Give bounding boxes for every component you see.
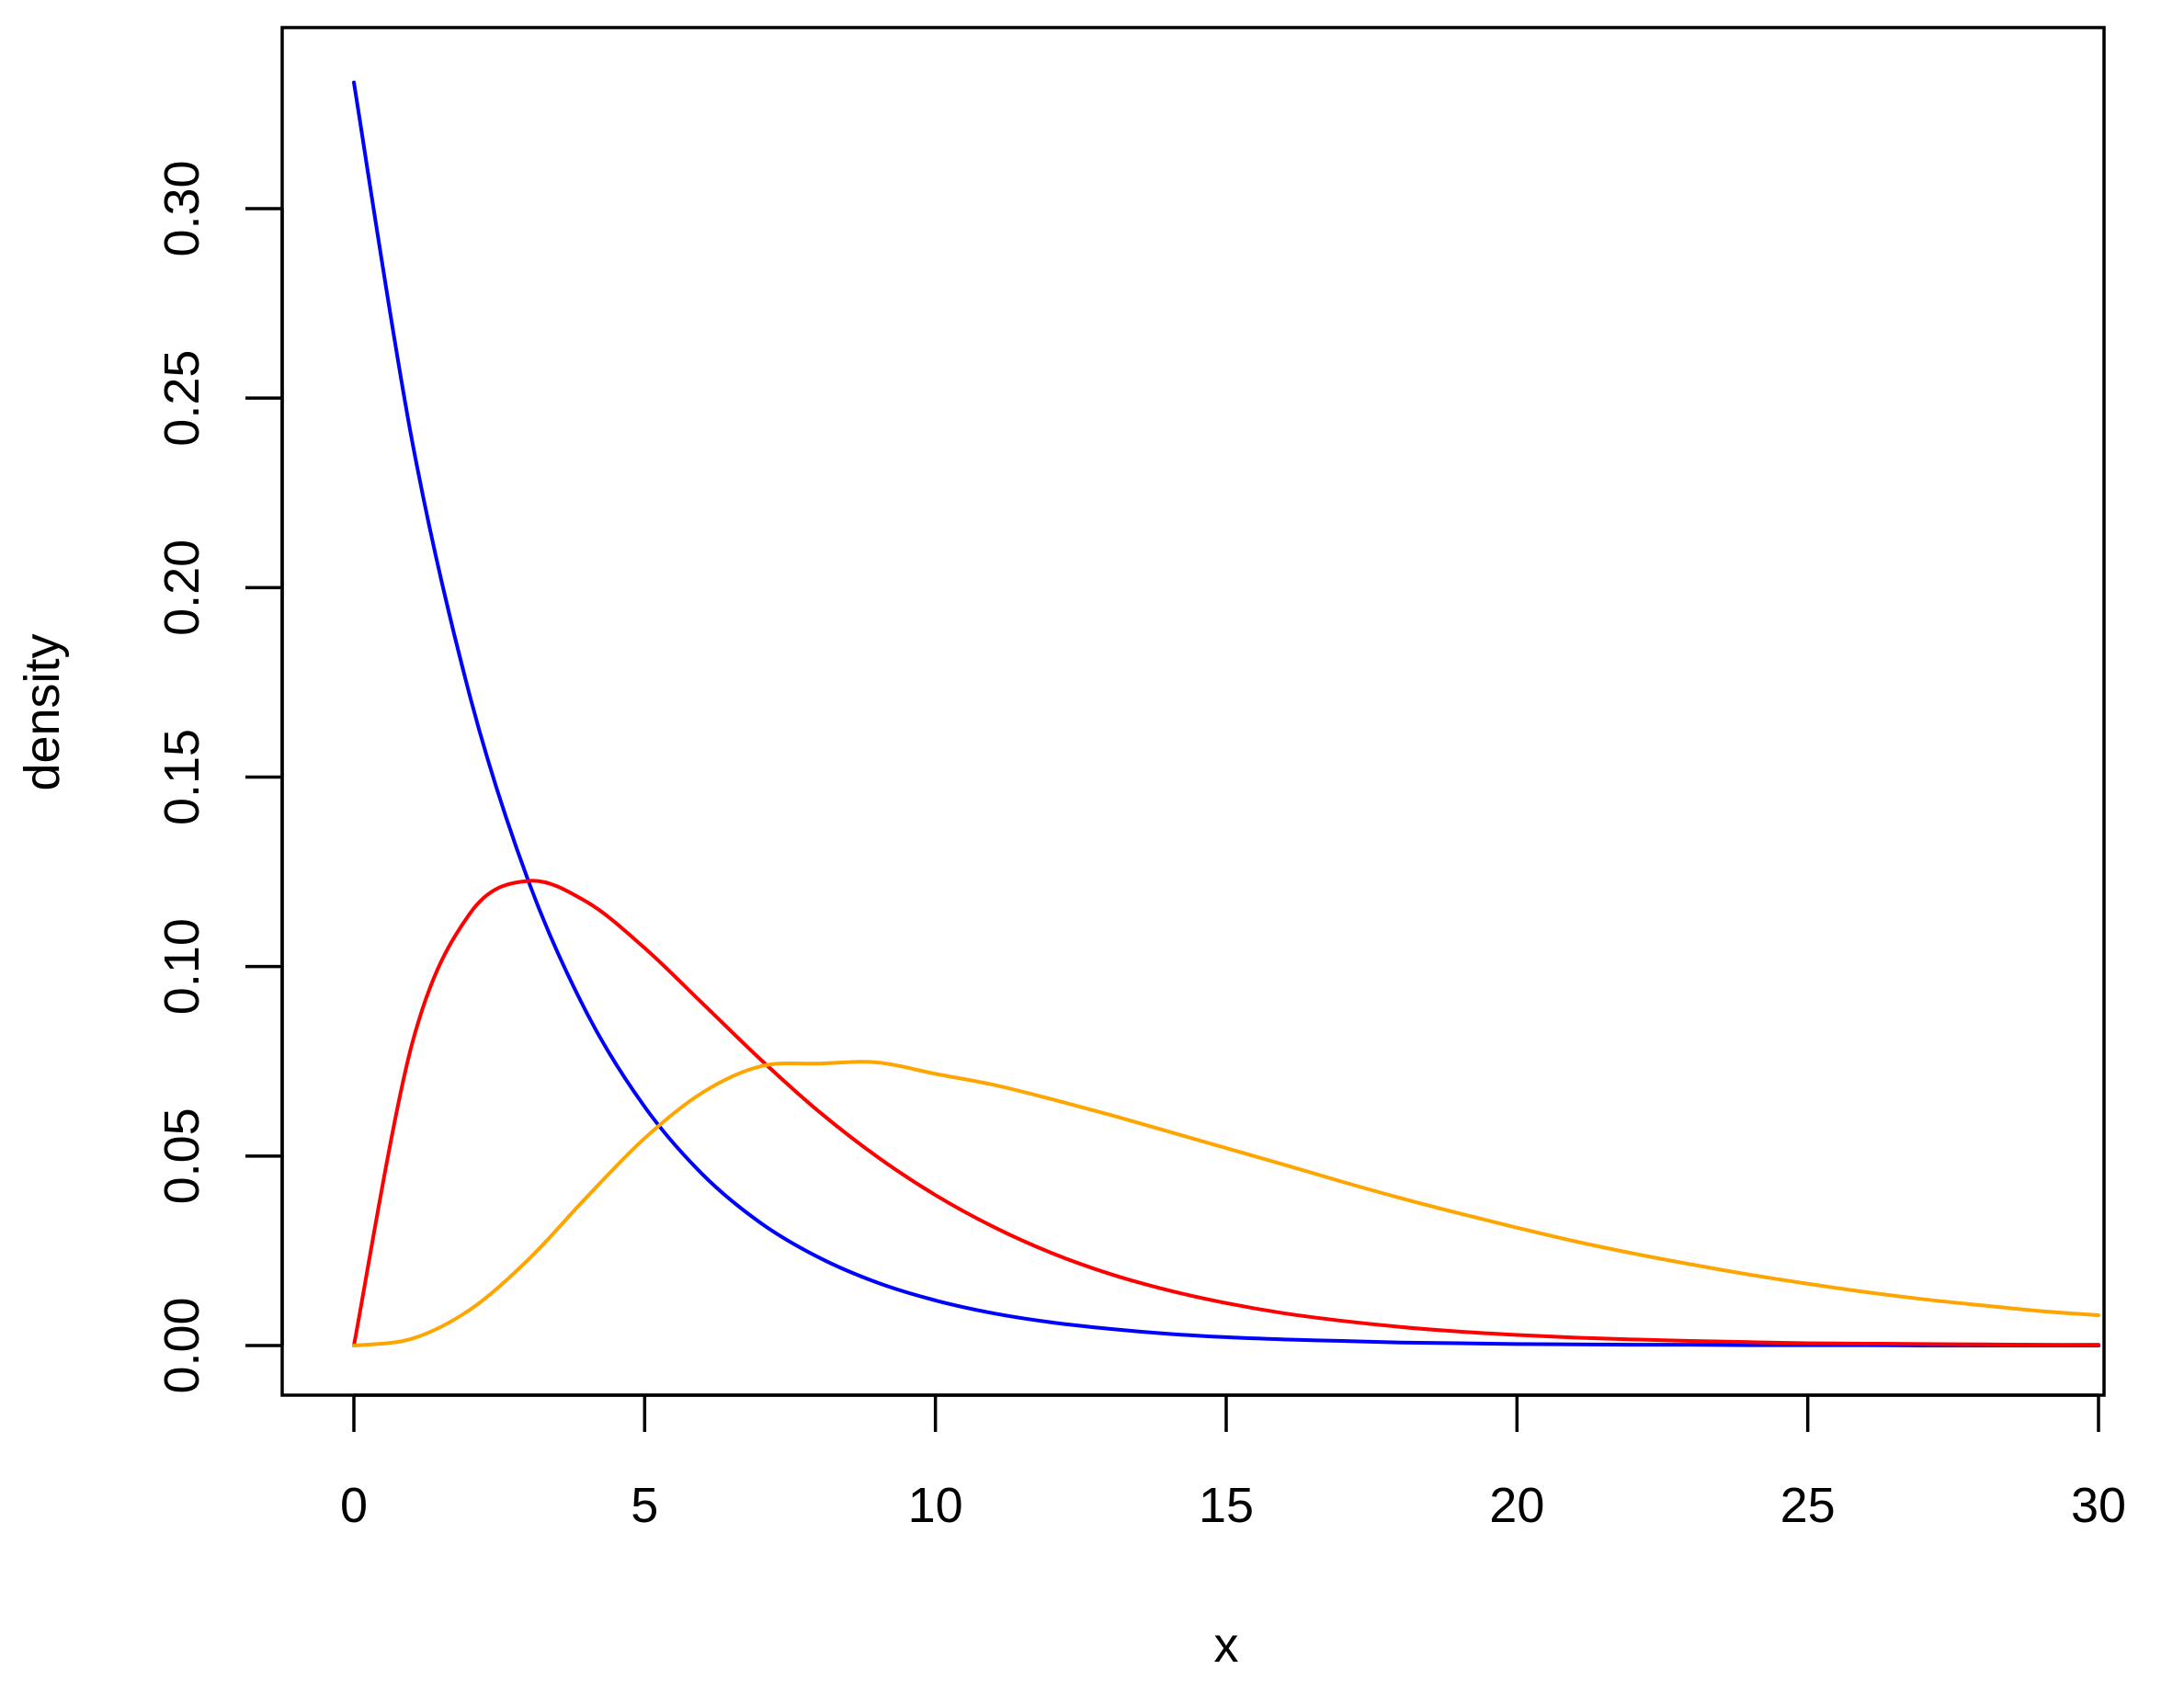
y-axis: 0.00 0.05 0.10 0.15 0.20 0.25 0.30	[154, 160, 284, 1394]
x-tick-label: 25	[1780, 1478, 1836, 1533]
x-tick-label: 30	[2071, 1478, 2126, 1533]
series-line-2	[352, 879, 2100, 1347]
y-tick-label: 0.10	[154, 918, 210, 1015]
series-line-3	[352, 1060, 2100, 1347]
y-tick-label: 0.15	[154, 729, 210, 825]
y-tick-label: 0.25	[154, 350, 210, 447]
y-axis-title: density	[15, 633, 70, 790]
x-tick-label: 15	[1199, 1478, 1254, 1533]
y-tick-label: 0.05	[154, 1107, 210, 1204]
y-tick-label: 0.30	[154, 160, 210, 256]
x-axis-title: x	[1214, 1618, 1239, 1673]
series-layer	[352, 80, 2100, 1347]
x-tick-label: 20	[1489, 1478, 1544, 1533]
x-tick-label: 5	[631, 1478, 658, 1533]
x-tick-label: 10	[908, 1478, 963, 1533]
y-tick-label: 0.20	[154, 540, 210, 636]
y-tick-label: 0.00	[154, 1297, 210, 1393]
x-tick-label: 0	[340, 1478, 368, 1533]
x-axis: 0 5 10 15 20 25 30	[340, 1393, 2126, 1533]
